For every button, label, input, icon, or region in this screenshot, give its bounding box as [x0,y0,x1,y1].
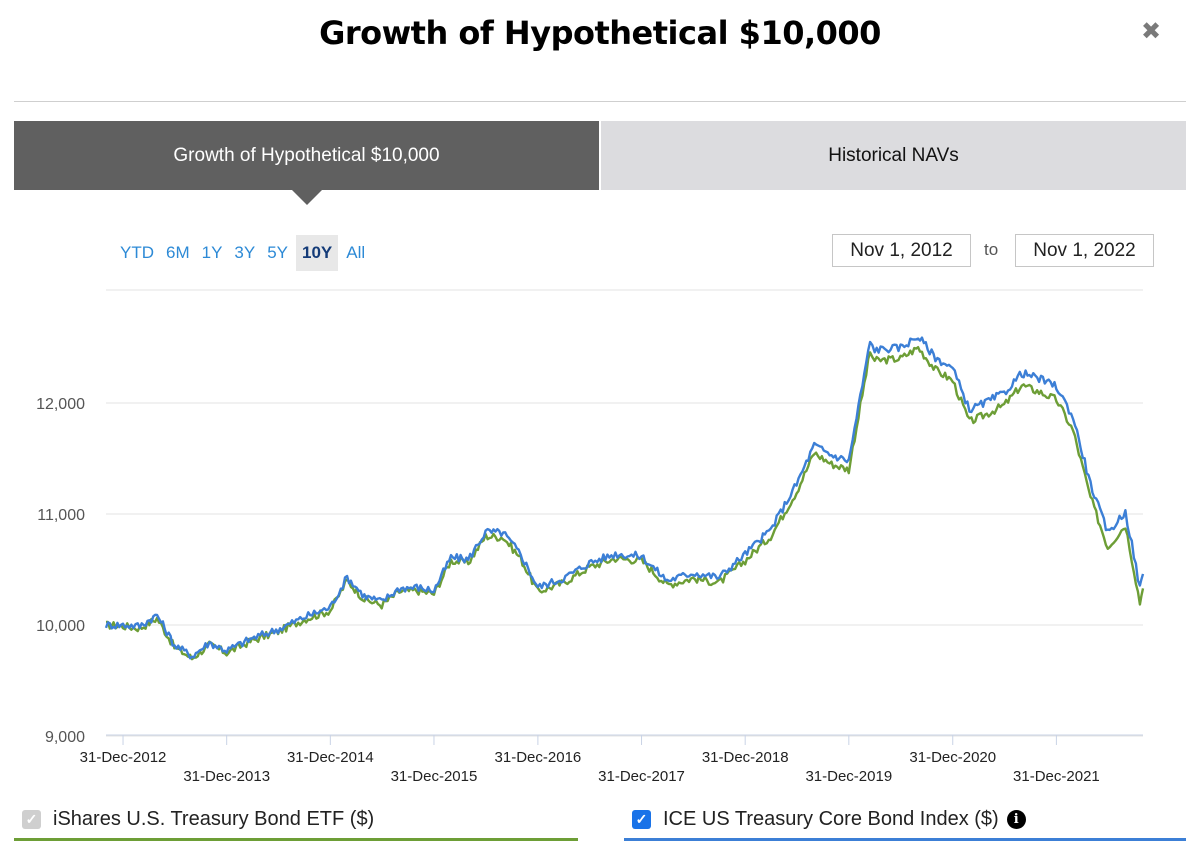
legend-item-etf[interactable]: ✓ iShares U.S. Treasury Bond ETF ($) [22,804,374,834]
tab-historical-navs[interactable]: Historical NAVs [601,121,1186,190]
x-tick-label: 31-Dec-2018 [702,749,789,766]
date-range-separator: to [984,240,999,259]
x-tick-label: 31-Dec-2019 [805,768,892,785]
modal-title: Growth of Hypothetical $10,000 [319,14,881,52]
y-tick-label: 10,000 [36,618,85,635]
tab-growth-hypothetical[interactable]: Growth of Hypothetical $10,000 [14,121,599,190]
range-button-ytd[interactable]: YTD [120,243,154,262]
active-tab-caret [292,190,322,205]
legend-swatch-etf [14,838,578,841]
x-tick-label: 31-Dec-2015 [391,768,478,785]
series-line-etf [105,346,1145,661]
x-tick-label: 31-Dec-2016 [495,749,582,766]
range-button-6m[interactable]: 6M [166,243,190,262]
x-tick-label: 31-Dec-2013 [183,768,270,785]
index-checkbox[interactable]: ✓ [632,809,651,829]
x-tick-label: 31-Dec-2012 [80,749,167,766]
range-button-1y[interactable]: 1Y [201,243,223,262]
x-tick-label: 31-Dec-2014 [287,749,374,766]
range-button-5y[interactable]: 5Y [267,243,289,262]
range-selector: YTD 6M 1Y 3Y 5Y 10Y All [116,235,373,271]
y-tick-label: 9,000 [45,729,85,746]
range-button-3y[interactable]: 3Y [234,243,256,262]
legend-swatch-index [624,838,1186,841]
y-tick-label: 12,000 [36,396,85,413]
range-button-10y[interactable]: 10Y [296,235,339,271]
x-tick-label: 31-Dec-2021 [1013,768,1100,785]
info-icon[interactable]: i [1006,809,1026,829]
y-tick-label: 11,000 [37,507,85,524]
x-tick-label: 31-Dec-2020 [909,749,996,766]
title-divider [14,101,1186,102]
close-icon[interactable]: ✖ [1140,17,1162,45]
legend-label-etf: iShares U.S. Treasury Bond ETF ($) [53,807,375,830]
growth-line-chart: 9,000 10,000 11,000 12,000 31-Dec-2012 31-Dec… [36,289,1145,785]
range-button-all[interactable]: All [346,243,366,262]
legend-item-index[interactable]: ✓ ICE US Treasury Core Bond Index ($) i [632,804,1026,834]
series-line-index [104,336,1145,660]
etf-checkbox[interactable]: ✓ [22,809,41,829]
legend-label-index: ICE US Treasury Core Bond Index ($) [663,807,999,830]
x-tick-label: 31-Dec-2017 [598,768,685,785]
date-from-input[interactable] [832,234,971,267]
date-to-input[interactable] [1015,234,1154,267]
